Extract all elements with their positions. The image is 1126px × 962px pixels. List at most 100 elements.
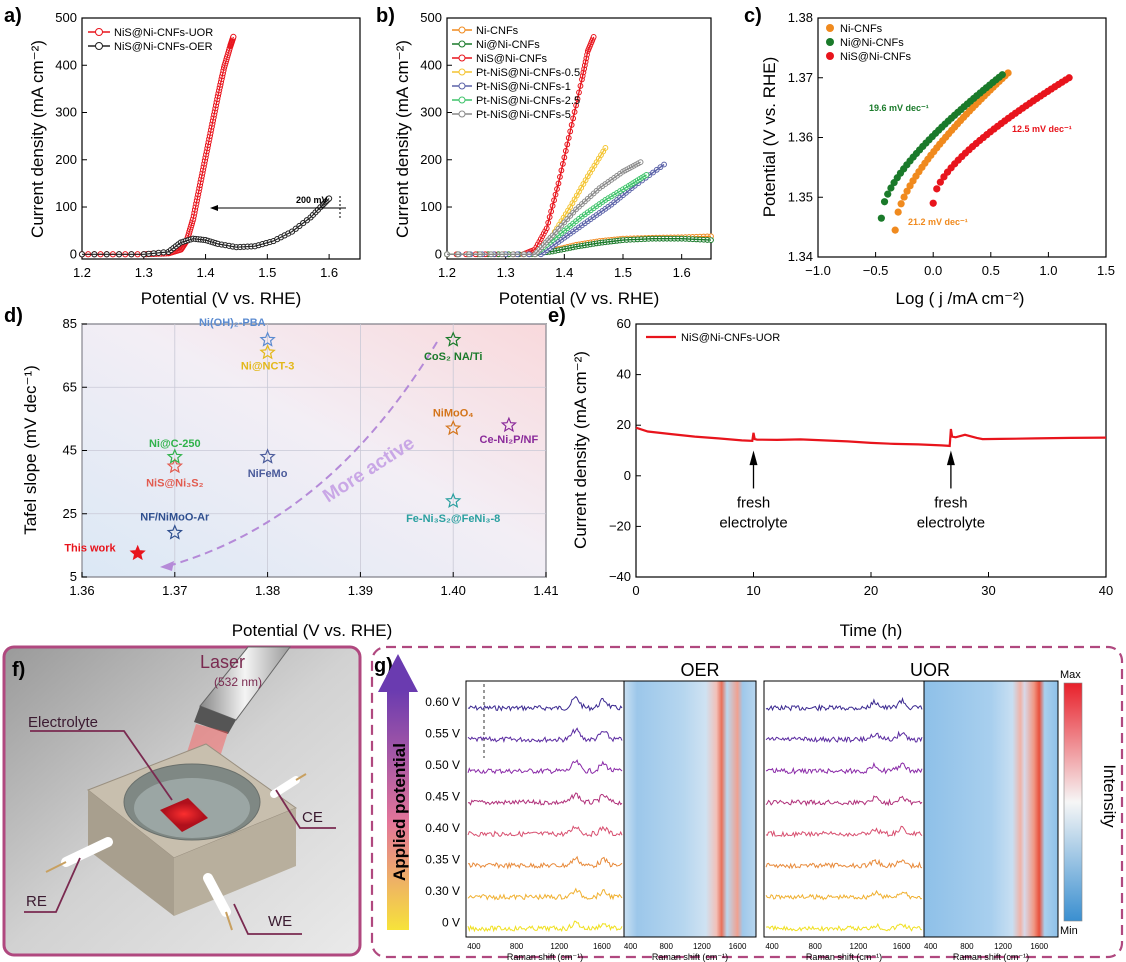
c-point-0 [894,208,902,216]
d-point-label-7: CoS₂ NA/Ti [424,351,482,363]
c-legend-marker-0 [826,24,834,32]
a-ytick-label: 400 [55,57,77,72]
c-point-2 [936,178,944,186]
b-legend-entry-6: Pt-NiS@Ni-CNFs-5 [476,109,571,121]
c-point-1 [884,190,892,198]
c-point-1 [887,184,895,192]
panel-a-ylabel: Current density (mA cm⁻²) [28,40,47,238]
c-point-0 [1004,69,1012,77]
uor-trace-7 [765,922,923,932]
panel-e-annotations: fresh electrolyte fresh electrolyte [719,450,985,531]
d-point-label-5: Ni(OH)₂-PBA [199,317,266,329]
uor-spectra-tick-1: 800 [809,942,823,951]
oer-traces [467,695,623,933]
b-ytick-label: 100 [420,199,442,214]
electrolyte-leader [30,730,173,801]
oer-heatmap-xlabel: Raman shift (cm⁻¹) [652,952,728,962]
b-legend-entry-4: Pt-NiS@Ni-CNFs-1 [476,81,571,93]
c-xtick-label: −0.5 [863,263,889,278]
panel-b-label: b) [376,5,395,27]
slope-ni-cnfs: 21.2 mV dec⁻¹ [908,217,968,227]
panel-b: b) 1.2 1.3 1.4 1.5 1.6 0 100 200 300 400 500 Ni-CN… [376,5,714,308]
panel-f: f) Laser (532 nm) [2,645,362,957]
panel-c-ylabel: Potential (V vs. RHE) [760,57,779,218]
b-legend-entry-0: Ni-CNFs [476,25,519,37]
e-line-0 [635,426,1107,448]
e-ytick-label: 20 [617,417,631,432]
c-xtick-label: 0.0 [924,263,942,278]
panel-e-label: e) [548,305,566,327]
d-star-8 [444,419,462,436]
oer-spectra-tick-0: 400 [467,942,481,951]
electrolyte-label: Electrolyte [28,714,98,731]
uor-spectra-frame [763,680,925,938]
oer-trace-3 [467,792,623,806]
panel-b-xlabel: Potential (V vs. RHE) [499,289,660,308]
e-ytick-label: 40 [617,367,631,382]
d-point-label-8: NiMoO₄ [433,407,474,419]
legend-e: NiS@Ni-CNFs-UOR [681,332,780,344]
panel-e-frame [635,323,1107,578]
a-ytick-label: 200 [55,152,77,167]
panel-e: e) 0 10 20 30 40 −40 −20 0 20 40 60 NiS@Ni-CNFs-UO… [548,305,1113,640]
potential-arrowhead [378,654,418,692]
uor-trace-5 [765,858,923,870]
e-annotation-line2-0: electrolyte [719,514,787,531]
uor-traces [765,696,923,932]
legend-marker-uor [95,28,103,36]
we-electrode [203,873,233,931]
oer-trace-0 [467,695,623,712]
panel-b-legend: Ni-CNFs Ni@Ni-CNFs NiS@Ni-CNFs Pt-NiS@Ni-CN… [452,25,580,121]
re-electrode [45,837,113,873]
panel-e-ticks: 0 10 20 30 40 −40 −20 0 20 40 60 [609,316,1113,598]
panel-b-frame [446,17,712,260]
potential-label-4: 0.40 V [425,821,460,835]
a-xtick-label: 1.2 [73,265,91,280]
d-point-label-10: Fe-Ni₃S₂@FeNi₃-8 [406,513,500,525]
c-ytick-label: 1.36 [788,130,813,145]
slope-nis-ni-cnfs: 12.5 mV dec⁻¹ [1012,124,1072,134]
d-point-label-2: NiS@Ni₃S₂ [146,477,203,489]
panel-a-legend: NiS@Ni-CNFs-UOR NiS@Ni-CNFs-OER [88,27,213,53]
c-legend-entry-1: Ni@Ni-CNFs [840,37,904,49]
c-legend-marker-1 [826,38,834,46]
b-ytick-label: 200 [420,152,442,167]
c-point-1 [880,198,889,206]
oer-trace-2 [467,759,623,775]
c-legend-marker-2 [826,52,834,60]
d-xtick-label: 1.40 [441,583,466,598]
legend-marker-oer [95,42,103,50]
c-point-2 [1065,74,1073,82]
e-ytick-label: −20 [609,518,631,533]
d-ytick-label: 45 [63,443,77,458]
b-legend-marker-3 [458,68,466,76]
uor-trace-3 [765,795,923,807]
potential-label-0: 0.60 V [425,695,460,709]
d-point-label-0: This work [64,542,116,554]
oer-heatmap-tick-0: 400 [624,942,638,951]
b-legend-marker-5 [458,96,466,104]
c-ytick-label: 1.35 [788,189,813,204]
re-leader [24,857,81,913]
d-ytick-label: 5 [70,569,77,584]
oer-trace-7 [467,920,623,933]
panel-g-frame [370,645,1124,959]
uor-heatmap-tick-0: 400 [924,942,938,951]
b-line-4 [447,163,665,256]
potential-label-5: 0.35 V [425,853,460,867]
panel-a-frame [81,17,361,260]
we-leader [233,903,302,935]
e-xtick-label: 40 [1099,583,1113,598]
potential-label-6: 0.30 V [425,884,460,898]
oer-heatmap-tick-1: 800 [660,942,674,951]
oer-trace-1 [467,727,623,744]
b-legend-entry-2: NiS@Ni-CNFs [476,53,548,65]
laser-nozzle [194,646,291,734]
uor-spectra-xlabel: Raman shift (cm⁻¹) [806,952,882,962]
e-annotation-line1-1: fresh [934,494,967,511]
uor-heatmap [923,680,1059,938]
panel-e-lines [635,426,1107,448]
b-legend-marker-6 [458,110,466,118]
